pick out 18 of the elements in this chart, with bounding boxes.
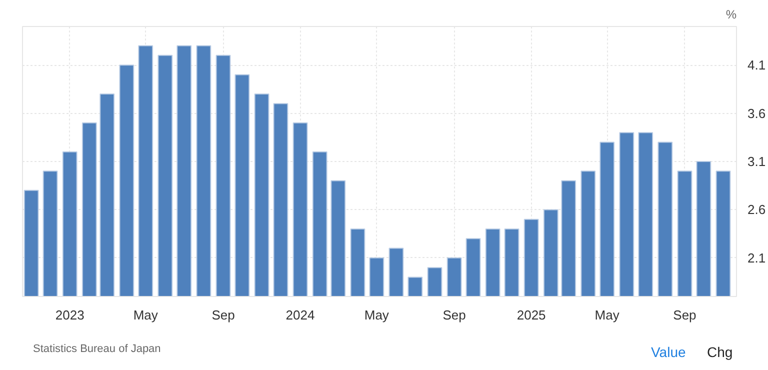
y-tick-label: 3.1 <box>748 154 766 169</box>
x-tick-label: May <box>133 308 158 322</box>
text: Chg <box>707 343 733 362</box>
y-tick-label: 2.1 <box>748 250 766 266</box>
x-tick-label: 2025 <box>516 308 546 322</box>
y-axis-title: % <box>726 8 737 22</box>
x-tick-label: Sep <box>442 308 466 322</box>
x-tick-label: Sep <box>673 308 696 322</box>
text: Value <box>651 343 686 362</box>
x-tick-label: May <box>364 308 390 322</box>
x-tick-label: 2023 <box>55 308 84 322</box>
y-tick-label: 2.6 <box>748 202 766 218</box>
x-tick-label: May <box>594 308 620 322</box>
text: Statistics Bureau of Japan <box>33 342 161 357</box>
y-tick-label: 3.6 <box>748 106 766 121</box>
x-tick-label: 2024 <box>286 308 315 322</box>
y-tick-label: 4.1 <box>748 58 766 73</box>
x-tick-label: Sep <box>212 308 235 322</box>
